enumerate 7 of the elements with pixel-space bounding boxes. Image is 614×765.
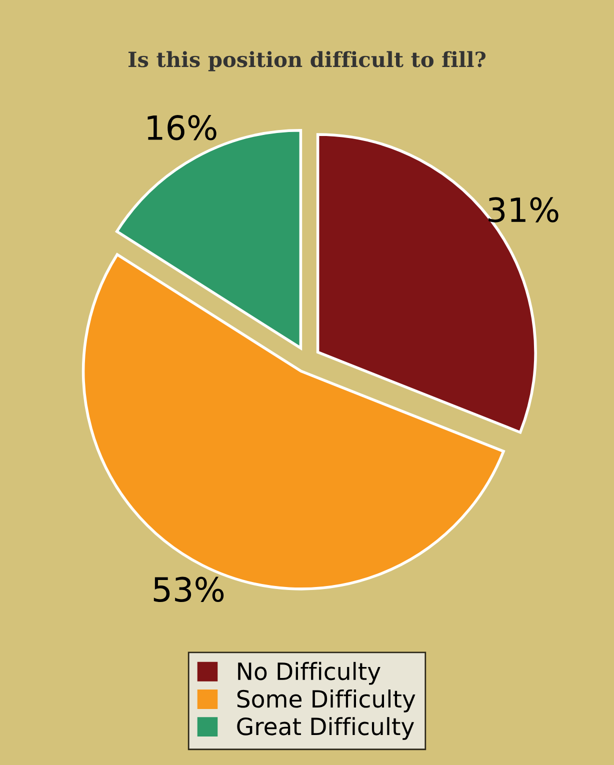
legend-label: Some Difficulty bbox=[237, 690, 416, 712]
legend-label: Great Difficulty bbox=[237, 717, 414, 740]
legend-label: No Difficulty bbox=[238, 662, 380, 685]
data-label: 53% bbox=[154, 576, 224, 602]
data-label: 31% bbox=[488, 197, 558, 222]
data-label: 16% bbox=[148, 115, 216, 140]
chart-title: Is this position difficult to fill? bbox=[128, 51, 486, 72]
